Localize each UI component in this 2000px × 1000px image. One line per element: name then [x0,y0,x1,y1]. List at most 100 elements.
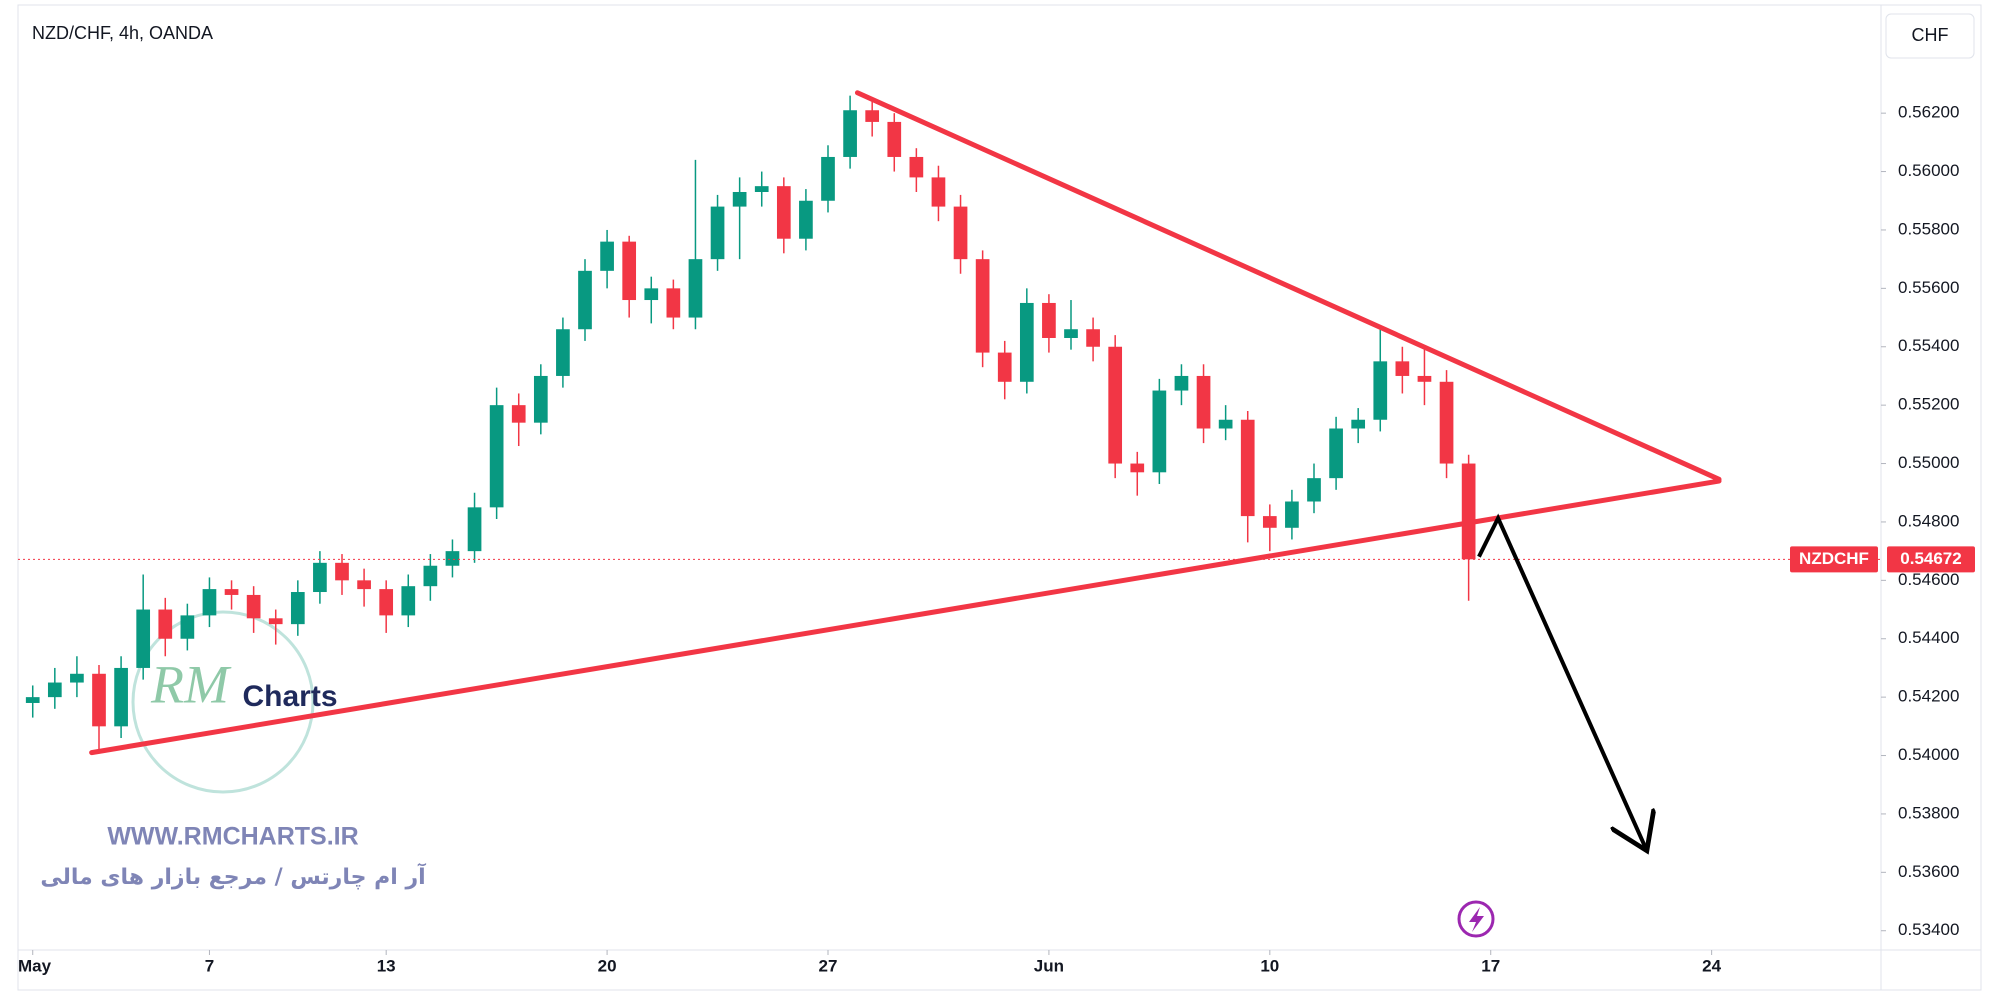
candle-body [843,110,857,157]
candle-body [1373,361,1388,420]
candle-body [1461,463,1476,560]
candle-body [202,589,217,616]
candle-body [445,551,460,566]
frame [17,4,1982,991]
candle-body [1019,302,1034,382]
candle-body [732,191,747,207]
candle-body [92,673,106,727]
candle-body [578,270,592,330]
candle-body [511,405,526,423]
candle-body [25,697,40,703]
currency-label[interactable]: CHF [1912,25,1949,45]
y-tick-label: 0.55200 [1898,395,1959,414]
candle-body [754,186,769,192]
candle-body [909,156,924,178]
x-tick-label: 13 [377,956,396,975]
candle-body [600,241,614,271]
candle-body [1351,419,1366,429]
candle-body [180,615,195,639]
chart-title: NZD/CHF, 4h, OANDA [32,23,213,43]
candle-body [379,589,394,616]
y-tick-label: 0.55800 [1898,219,1959,238]
y-tick-label: 0.54200 [1898,687,1959,706]
candle-body [313,562,327,593]
x-tick-label: 20 [598,956,617,975]
x-tick-label: 17 [1481,956,1500,975]
candle-body [158,609,173,639]
x-tick-label: 24 [1702,956,1721,975]
candle-body [1218,419,1233,429]
candle-body [1395,361,1410,376]
candle-body [1042,302,1056,338]
candle-body [1307,478,1321,502]
plot [18,90,1881,851]
symbol-tag-label: NZDCHF [1799,549,1869,568]
watermark: RM Charts WWW.RMCHARTS.IR آر ام چارتس / … [40,610,426,890]
candle-body [997,352,1012,382]
y-tick-label: 0.54400 [1898,628,1959,647]
candle-body [246,594,261,619]
y-tick-label: 0.56000 [1898,161,1959,180]
website: WWW.RMCHARTS.IR [107,823,358,851]
symbol-tag [1790,546,1878,573]
candle-body [357,580,371,590]
x-tick-label: 7 [205,956,214,975]
y-tick-label: 0.55400 [1898,336,1959,355]
candle-body [114,667,128,727]
candle-body [865,110,880,122]
candle-body [1108,346,1123,464]
candle-body [710,206,725,260]
candle-body [887,121,902,157]
candle-body [1262,516,1277,528]
candle-body [644,288,659,301]
y-tick-label: 0.56200 [1898,103,1959,122]
candle-body [47,682,62,698]
candle-body [975,259,990,353]
candle-body [1130,463,1145,473]
y-tick-label: 0.55600 [1898,278,1959,297]
logo-ring [131,610,315,794]
candle-body [533,375,548,423]
y-tick-label: 0.53600 [1898,862,1959,881]
price-tag-label: 0.54672 [1900,549,1961,568]
alert-icon[interactable] [1457,900,1495,938]
x-tick-label: May [18,956,52,975]
trendline [854,90,1722,482]
candle-body [1329,428,1343,479]
candle-body [556,329,570,376]
candle-body [290,592,305,625]
logo-text: Charts [242,680,337,713]
candle-body [666,288,681,318]
y-tick-label: 0.53800 [1898,803,1959,822]
candle-body [467,507,482,552]
candle-body [268,618,283,625]
candle-body [1086,329,1100,347]
candle-body [776,186,791,239]
y-tick-label: 0.55000 [1898,453,1959,472]
candle-body [136,609,151,668]
candle-body [335,562,349,581]
candle-body [1240,419,1255,517]
candle-body [489,405,504,508]
candle-body [1417,375,1432,382]
y-tick-label: 0.54000 [1898,745,1959,764]
candle-body [1174,375,1189,391]
y-tick-label: 0.53400 [1898,920,1959,939]
candle-body [931,177,946,207]
forecast-arrow [1477,513,1647,851]
y-tick-label: 0.54800 [1898,511,1959,530]
x-tick-label: 27 [819,956,838,975]
currency-button[interactable] [1885,13,1975,59]
x-tick-label: Jun [1034,956,1064,975]
candle-body [1152,390,1167,473]
candle-body [70,673,84,683]
trendline [89,478,1722,756]
candle-body [423,565,438,587]
candle-body [1439,381,1454,464]
candle-body [1196,375,1211,429]
x-tick-label: 10 [1260,956,1279,975]
candle-body [1064,329,1078,338]
candle-body [622,241,637,301]
